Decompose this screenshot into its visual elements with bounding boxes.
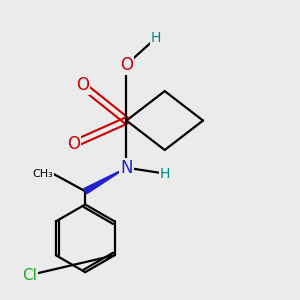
Text: N: N	[120, 159, 133, 177]
Text: O: O	[120, 56, 133, 74]
Text: O: O	[76, 76, 89, 94]
Text: H: H	[151, 31, 161, 45]
Text: CH₃: CH₃	[32, 169, 53, 178]
Text: Cl: Cl	[22, 268, 37, 283]
Text: O: O	[67, 135, 80, 153]
Text: H: H	[160, 167, 170, 181]
Polygon shape	[84, 168, 126, 194]
